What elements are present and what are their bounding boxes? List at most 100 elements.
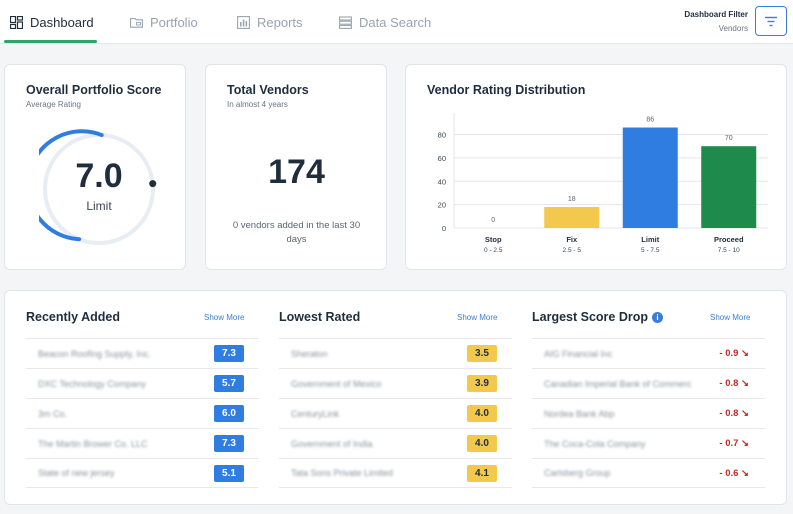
top-navigation: Dashboard Portfolio Reports Data Search …	[0, 0, 793, 44]
data-label: 86	[646, 117, 654, 124]
list-item[interactable]: Carlsberg Group - 0.6 ↘	[532, 458, 765, 488]
portfolio-score-title: Overall Portfolio Score	[26, 83, 162, 97]
x-tick-label: Fix	[566, 235, 578, 244]
vendors-added-note: 0 vendors added in the last 30 days	[232, 220, 361, 245]
vendor-name: State of new jersey	[38, 468, 115, 478]
score-drop: - 0.9 ↘	[719, 348, 749, 359]
recently-added-show-more[interactable]: Show More	[204, 313, 245, 322]
y-tick-label: 20	[438, 201, 446, 210]
vendor-name: AIG Financial Inc	[544, 348, 613, 359]
vendor-name: Sheraton	[291, 348, 328, 359]
lowest-rated-show-more[interactable]: Show More	[457, 313, 498, 322]
list-item[interactable]: Sheraton 3.5	[279, 338, 512, 368]
list-item[interactable]: Government of India 4.0	[279, 428, 512, 458]
list-item[interactable]: Beacon Roofing Supply, Inc. 7.3	[26, 338, 259, 368]
x-tick-label: Limit	[641, 235, 659, 244]
y-tick-label: 80	[438, 131, 446, 140]
vendor-name: Government of Mexico	[291, 378, 382, 389]
vendor-lists-panel: Recently Added Show More Beacon Roofing …	[4, 290, 787, 505]
list-item[interactable]: Canadian Imperial Bank of Commerce - 0.8 …	[532, 368, 765, 398]
vendor-name: Canadian Imperial Bank of Commerce	[544, 378, 692, 389]
x-range-label: 0 - 2.5	[484, 247, 503, 254]
vendor-name: DXC Technology Company	[38, 378, 146, 389]
x-tick-label: Proceed	[714, 235, 744, 244]
x-range-label: 7.5 - 10	[718, 247, 740, 254]
largest-drop-list: AIG Financial Inc - 0.9 ↘ Canadian Imperi…	[532, 338, 765, 488]
list-item[interactable]: State of new jersey 5.1	[26, 458, 259, 488]
score-gauge: 7.0 Limit	[25, 129, 159, 249]
score-badge: 3.9	[467, 375, 497, 392]
score-badge: 4.1	[467, 464, 497, 482]
score-value: 7.0	[75, 157, 123, 195]
recently-added-list: Beacon Roofing Supply, Inc. 7.3 DXC Techn…	[26, 338, 259, 488]
lowest-rated-title: Lowest Rated	[279, 310, 361, 324]
bar	[622, 127, 678, 228]
bar	[544, 206, 600, 228]
vendor-name: Tata Sons Private Limited	[291, 468, 394, 478]
bar	[701, 146, 757, 228]
y-tick-label: 60	[438, 154, 446, 163]
database-icon	[339, 15, 352, 29]
lowest-rated-list: Sheraton 3.5 Government of Mexico 3.9 Cent…	[279, 338, 512, 488]
score-label: Limit	[86, 199, 112, 213]
filter-icon	[765, 16, 777, 26]
score-badge: 5.7	[214, 375, 244, 392]
info-icon[interactable]: i	[652, 312, 663, 323]
total-vendors-card: Total Vendors In almost 4 years 174 0 ve…	[205, 64, 387, 270]
x-range-label: 5 - 7.5	[641, 247, 660, 254]
folder-icon	[130, 17, 143, 28]
score-badge: 7.3	[214, 345, 244, 362]
largest-drop-show-more[interactable]: Show More	[710, 313, 751, 322]
x-range-label: 2.5 - 5	[563, 247, 582, 254]
score-drop: - 0.7 ↘	[719, 438, 749, 449]
list-item[interactable]: The Coca-Cola Company - 0.7 ↘	[532, 428, 765, 458]
list-item[interactable]: Tata Sons Private Limited 4.1	[279, 458, 512, 488]
list-item[interactable]: CenturyLink 4.0	[279, 398, 512, 428]
data-label: 18	[568, 196, 576, 203]
list-item[interactable]: Government of Mexico 3.9	[279, 368, 512, 398]
y-tick-label: 0	[442, 224, 446, 233]
dashboard-filter-title: Dashboard Filter	[684, 10, 748, 19]
tab-portfolio[interactable]: Portfolio	[130, 0, 198, 44]
data-label: 0	[491, 217, 495, 224]
vendor-name: Government of India	[291, 438, 373, 449]
score-badge: 7.3	[214, 435, 244, 452]
total-vendors-subtitle: In almost 4 years	[227, 100, 288, 109]
tab-reports[interactable]: Reports	[237, 0, 303, 44]
portfolio-score-subtitle: Average Rating	[26, 100, 81, 109]
recently-added-title: Recently Added	[26, 310, 121, 324]
score-badge: 4.0	[467, 405, 497, 422]
y-tick-label: 40	[438, 177, 446, 186]
x-tick-label: Stop	[485, 235, 502, 244]
list-item[interactable]: The Martin Brower Co. LLC 7.3	[26, 428, 259, 458]
data-label: 70	[725, 135, 733, 142]
dashboard-filter-value: Vendors	[718, 24, 748, 33]
vendor-name: Nordea Bank Abp	[544, 408, 615, 419]
vendor-name: CenturyLink	[291, 408, 340, 419]
score-drop: - 0.8 ↘	[719, 378, 749, 389]
largest-drop-title: Largest Score Drop	[532, 310, 649, 324]
total-vendors-title: Total Vendors	[227, 83, 309, 97]
list-item[interactable]: 3m Co. 6.0	[26, 398, 259, 428]
score-drop: - 0.8 ↘	[719, 408, 749, 419]
filter-button[interactable]	[755, 6, 787, 36]
vendor-name: The Coca-Cola Company	[544, 438, 646, 449]
portfolio-score-card: Overall Portfolio Score Average Rating 7…	[4, 64, 186, 270]
score-badge: 4.0	[467, 435, 497, 452]
list-item[interactable]: AIG Financial Inc - 0.9 ↘	[532, 338, 765, 368]
tab-reports-label: Reports	[257, 14, 303, 30]
vendor-name: Beacon Roofing Supply, Inc.	[38, 348, 151, 359]
tab-dashboard[interactable]: Dashboard	[10, 0, 94, 44]
list-item[interactable]: Nordea Bank Abp - 0.8 ↘	[532, 398, 765, 428]
tab-portfolio-label: Portfolio	[150, 14, 198, 30]
bar-chart-icon	[237, 15, 250, 29]
tab-data-search-label: Data Search	[359, 14, 432, 30]
active-tab-indicator	[4, 40, 97, 43]
vendor-name: 3m Co.	[38, 408, 68, 419]
rating-distribution-chart: 0 20 40 60 80 0 Stop 0 - 2.5 18 Fix 2.5 - 5 86 Limit…	[438, 113, 768, 254]
tab-dashboard-label: Dashboard	[30, 14, 94, 30]
tab-data-search[interactable]: Data Search	[339, 0, 431, 44]
rating-distribution-title: Vendor Rating Distribution	[427, 83, 586, 97]
list-item[interactable]: DXC Technology Company 5.7	[26, 368, 259, 398]
total-vendors-count: 174	[268, 153, 325, 191]
